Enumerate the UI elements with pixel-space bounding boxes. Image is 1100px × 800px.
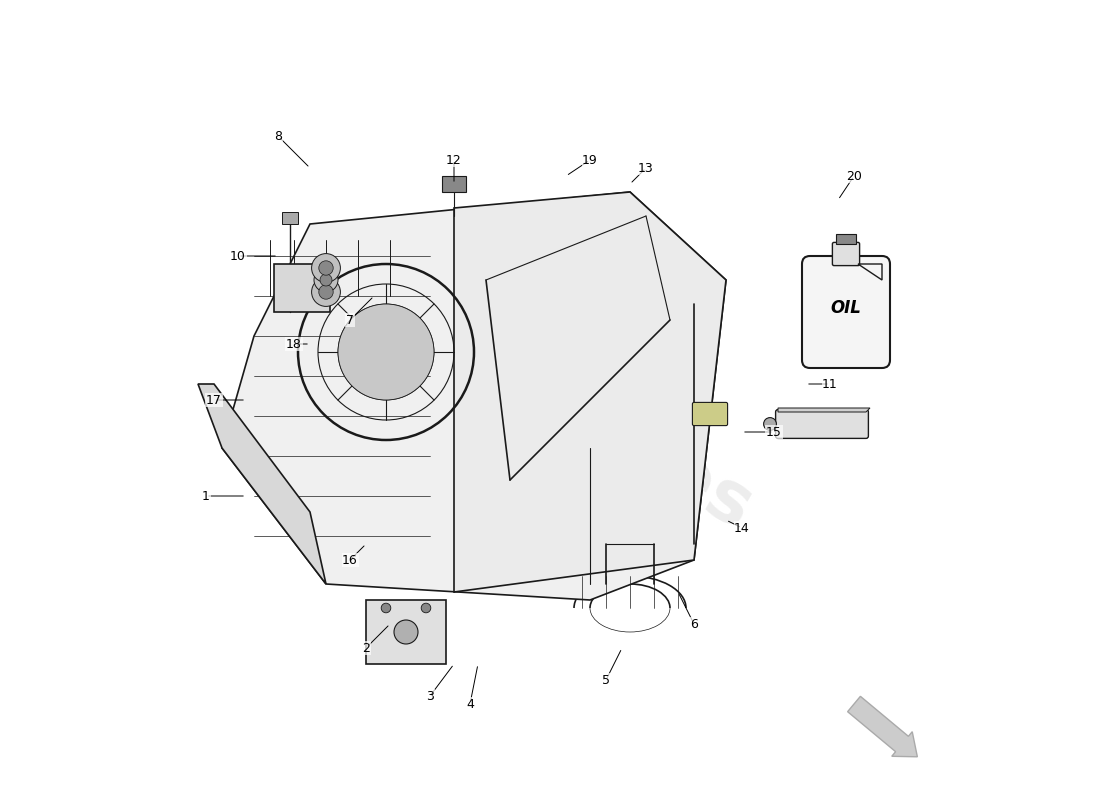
Text: 12: 12 <box>447 154 462 166</box>
Polygon shape <box>778 408 870 412</box>
Text: 19: 19 <box>582 154 598 166</box>
Text: 5: 5 <box>602 674 610 686</box>
Circle shape <box>314 268 338 292</box>
Polygon shape <box>858 264 882 280</box>
Circle shape <box>382 603 390 613</box>
Text: 3: 3 <box>426 690 433 702</box>
Circle shape <box>320 274 332 286</box>
FancyArrow shape <box>848 696 917 757</box>
Text: 8: 8 <box>274 130 282 142</box>
Text: 2: 2 <box>362 642 370 654</box>
Text: 16: 16 <box>342 554 358 566</box>
Text: eurospares: eurospares <box>334 256 766 544</box>
Text: 15: 15 <box>766 426 782 438</box>
FancyBboxPatch shape <box>776 410 868 438</box>
Circle shape <box>311 278 340 306</box>
Polygon shape <box>222 192 726 600</box>
FancyBboxPatch shape <box>366 600 446 664</box>
Text: a passion for cars since 1985: a passion for cars since 1985 <box>353 431 667 561</box>
FancyBboxPatch shape <box>282 212 298 224</box>
Circle shape <box>319 261 333 275</box>
Text: 7: 7 <box>346 314 354 326</box>
FancyBboxPatch shape <box>836 234 856 244</box>
FancyBboxPatch shape <box>274 264 330 312</box>
Text: 10: 10 <box>230 250 246 262</box>
Text: 6: 6 <box>690 618 697 630</box>
FancyBboxPatch shape <box>692 402 727 426</box>
Text: 20: 20 <box>846 170 862 182</box>
FancyBboxPatch shape <box>833 242 859 266</box>
Circle shape <box>421 603 431 613</box>
Text: 4: 4 <box>466 698 474 710</box>
FancyBboxPatch shape <box>442 176 466 192</box>
Polygon shape <box>454 192 726 592</box>
Circle shape <box>394 620 418 644</box>
Text: 1: 1 <box>202 490 210 502</box>
Polygon shape <box>198 384 326 584</box>
Text: 18: 18 <box>286 338 301 350</box>
Text: 11: 11 <box>822 378 838 390</box>
Text: 13: 13 <box>638 162 653 174</box>
Text: 17: 17 <box>206 394 222 406</box>
Circle shape <box>311 254 340 282</box>
Circle shape <box>338 304 434 400</box>
FancyBboxPatch shape <box>802 256 890 368</box>
Circle shape <box>763 418 777 430</box>
Text: OIL: OIL <box>830 299 861 317</box>
Text: 14: 14 <box>734 522 750 534</box>
Circle shape <box>319 285 333 299</box>
